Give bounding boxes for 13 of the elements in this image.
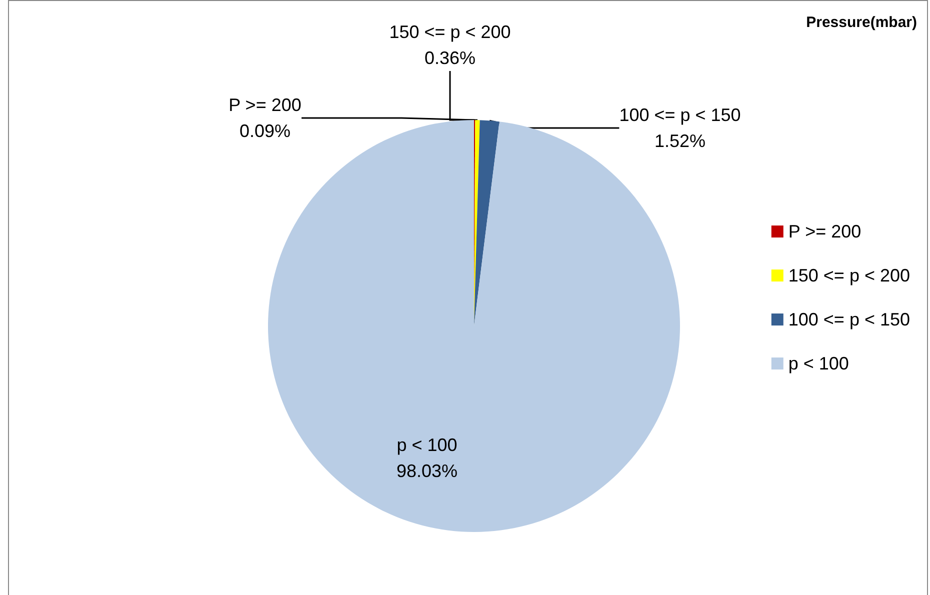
data-label: 1.52% (654, 131, 706, 151)
legend-label: 150 <= p < 200 (788, 266, 910, 286)
slice-label: p < 100 (396, 435, 458, 455)
legend-label: 100 <= p < 150 (788, 310, 910, 330)
data-label: 0.36% (424, 48, 476, 68)
legend-label: P >= 200 (788, 222, 862, 242)
data-label: 98.03% (396, 461, 458, 481)
data-label: 0.09% (239, 121, 291, 141)
slice-label: P >= 200 (228, 95, 302, 115)
legend-title: Pressure(mbar) (806, 14, 918, 31)
slice-label: 150 <= p < 200 (389, 22, 511, 42)
legend-label: p < 100 (788, 354, 849, 374)
slice-label: 100 <= p < 150 (619, 105, 741, 125)
